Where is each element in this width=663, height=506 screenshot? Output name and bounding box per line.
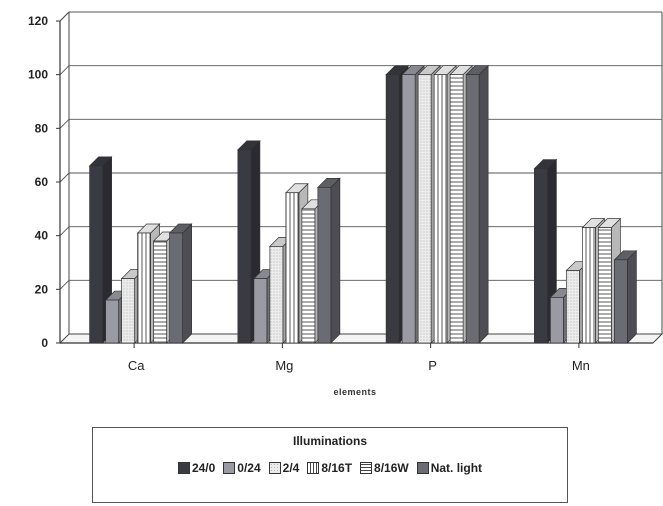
legend-item: 8/16W [360,461,409,475]
y-tick-label: 60 [35,175,49,189]
gridline-side [59,280,70,290]
gridline-side [59,226,70,236]
legend-label: 24/0 [191,461,216,475]
legend-swatch [360,462,373,474]
legend-items: 24/0 0/24 2/4 8/16T 8/16W Nat. light [93,461,567,475]
gridline-side [59,119,70,129]
y-tick-label: 0 [41,336,48,350]
legend-label: Nat. light [430,461,483,475]
legend-label: 8/16W [374,461,409,475]
x-category-label: Mn [572,358,590,373]
bar-ca-nat-light [168,223,193,344]
legend-title: Illuminations [292,434,367,448]
legend-swatch [223,462,236,474]
gridline-side [59,65,70,75]
legend-item: 24/0 [177,461,216,475]
legend-label: 8/16T [321,461,353,475]
gridline-side [59,11,70,22]
legend: Illuminations 24/0 0/24 2/4 8/16T 8/16W Nat. … [92,427,568,503]
y-tick-label: 40 [35,229,49,243]
bar-p-nat-light [465,64,489,344]
legend-label: 2/4 [282,461,300,475]
bar-mg-nat-light [317,177,341,344]
gridline-side [59,172,70,183]
y-tick-label: 100 [28,68,48,82]
bar-mn-nat-light [613,249,638,344]
legend-label: 0/24 [237,461,261,475]
y-tick-label: 80 [35,121,49,135]
legend-swatch [416,462,429,474]
bar-mg-24-0 [237,139,261,344]
y-tick-label: 120 [28,14,48,28]
x-category-label: Ca [128,358,145,373]
legend-item: 2/4 [268,461,300,475]
x-category-label: Mg [275,358,293,373]
legend-item: Nat. light [416,461,483,475]
x-category-label: P [428,358,437,373]
x-axis-title: elements [333,387,376,397]
legend-swatch [268,462,281,474]
legend-item: 0/24 [223,461,261,475]
legend-item: 8/16T [307,461,352,475]
y-tick-label: 20 [35,282,49,296]
legend-swatch [177,462,190,474]
legend-swatch [307,462,320,474]
